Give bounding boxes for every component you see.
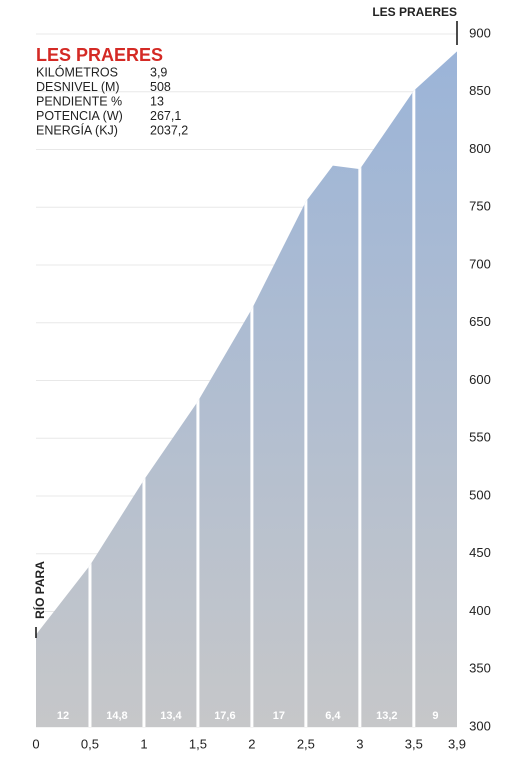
stat-value: 2037,2 [150,123,188,137]
stat-value: 508 [150,80,171,94]
x-tick-label: 0,5 [81,736,99,751]
y-tick-label: 850 [469,83,491,98]
stat-label: ENERGÍA (KJ) [36,122,118,137]
x-tick-label: 2,5 [297,736,315,751]
y-tick-label: 600 [469,372,491,387]
segment-label: 17 [273,710,285,722]
start-label: RÍO PARA [32,561,47,619]
x-tick-label: 1 [140,736,147,751]
end-label: LES PRAERES [372,5,457,19]
chart-title: LES PRAERES [36,45,163,65]
stats: KILÓMETROS 3,9 DESNIVEL (M) 508 PENDIENTE % 1… [36,64,188,137]
x-tick-label: 0 [32,736,39,751]
segment-label: 9 [432,710,438,722]
profile-area [36,51,457,727]
segment-label: 6,4 [325,710,341,722]
x-tick-label: 1,5 [189,736,207,751]
segment-label: 13,2 [376,710,397,722]
x-tick-label: 3,9 [448,736,466,751]
y-tick-label: 700 [469,256,491,271]
y-tick-label: 900 [469,25,491,40]
stat-value: 13 [150,94,164,108]
stat-label: KILÓMETROS [36,64,118,79]
stat-label: DESNIVEL (M) [36,80,120,94]
y-tick-label: 350 [469,661,491,676]
y-tick-label: 450 [469,545,491,560]
y-tick-label: 750 [469,199,491,214]
y-tick-label: 550 [469,430,491,445]
y-tick-label: 500 [469,487,491,502]
x-tick-label: 3 [356,736,363,751]
stat-label: PENDIENTE % [36,94,122,108]
stat-value: 3,9 [150,65,167,79]
x-tick-label: 3,5 [405,736,423,751]
x-tick-label: 2 [248,736,255,751]
segment-label: 12 [57,710,69,722]
stat-label: POTENCIA (W) [36,109,123,123]
y-tick-label: 650 [469,314,491,329]
y-tick-label: 400 [469,603,491,618]
segment-label: 13,4 [160,710,182,722]
segment-label: 17,6 [214,710,235,722]
y-tick-label: 800 [469,141,491,156]
stat-value: 267,1 [150,109,181,123]
segment-label: 14,8 [106,710,127,722]
y-tick-label: 300 [469,718,491,733]
